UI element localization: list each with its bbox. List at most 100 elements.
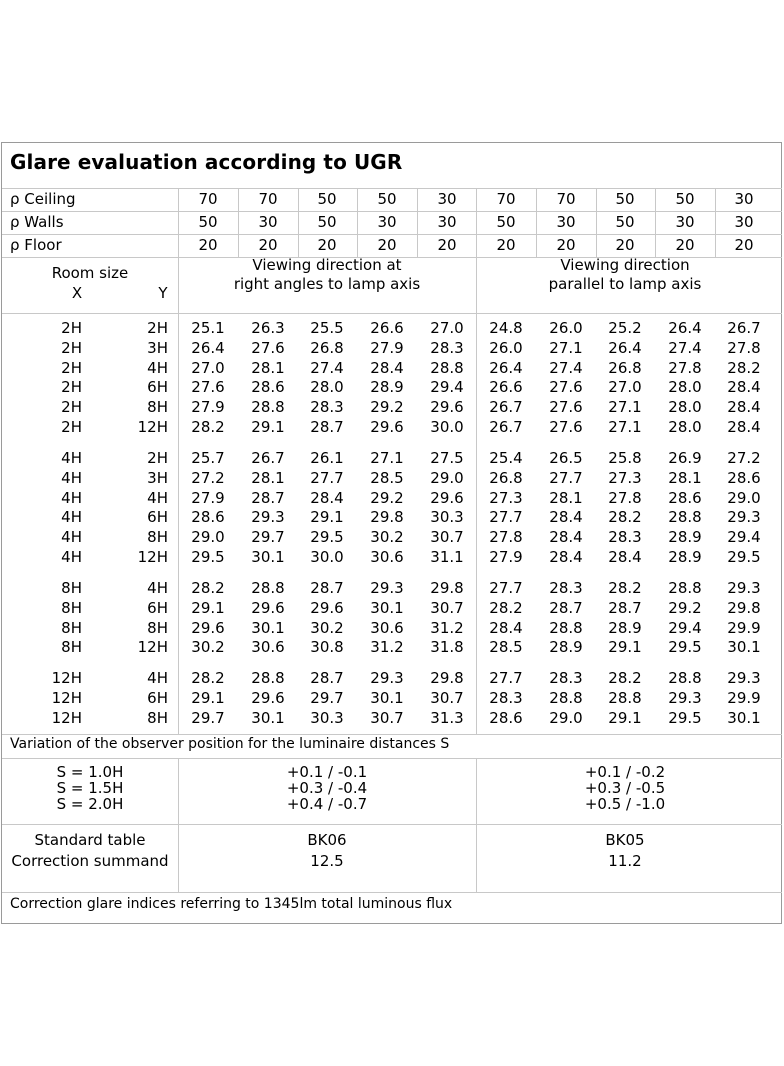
reflectance-value: 20 <box>258 236 278 254</box>
ugr-value: 28.8 <box>668 508 702 527</box>
ugr-value: 29.5 <box>191 548 225 566</box>
ugr-value: 27.6 <box>191 378 225 397</box>
ugr-value: 26.1 <box>310 449 344 467</box>
ugr-value: 28.2 <box>608 579 642 597</box>
ugr-value: 29.3 <box>727 508 761 527</box>
ugr-value: 27.4 <box>549 358 583 377</box>
ugr-value: 28.2 <box>191 669 225 687</box>
ugr-value: 28.4 <box>608 548 642 566</box>
room-y: 8H <box>147 708 168 727</box>
variation-parallel: +0.1 / -0.2 <box>584 763 666 781</box>
ugr-value: 29.3 <box>370 579 404 597</box>
ugr-value: 30.6 <box>251 638 285 657</box>
ugr-value: 29.8 <box>430 579 464 597</box>
ugr-value: 29.0 <box>430 468 464 487</box>
ugr-value: 27.1 <box>370 449 404 467</box>
ugr-value: 29.1 <box>608 638 642 657</box>
ugr-value: 29.8 <box>370 508 404 527</box>
ugr-value: 28.6 <box>727 468 761 487</box>
ugr-value: 26.5 <box>549 449 583 467</box>
reflectance-value: 50 <box>675 190 695 208</box>
ugr-value: 28.6 <box>489 708 523 727</box>
ugr-value: 29.4 <box>430 378 464 397</box>
divider <box>2 257 782 258</box>
ugr-value: 29.9 <box>727 688 761 707</box>
divider <box>2 824 782 825</box>
room-x: 4H <box>61 528 82 547</box>
room-x-label: X <box>71 284 83 302</box>
ugr-value: 27.1 <box>608 418 642 436</box>
ugr-value: 29.3 <box>370 669 404 687</box>
ugr-value: 28.8 <box>549 618 583 637</box>
reflectance-value: 50 <box>198 213 218 231</box>
ugr-value: 28.6 <box>191 508 225 527</box>
ugr-value: 26.6 <box>489 378 523 397</box>
ugr-value: 28.4 <box>489 618 523 637</box>
ugr-value: 28.6 <box>251 378 285 397</box>
ugr-value: 26.9 <box>668 449 702 467</box>
ugr-value: 28.0 <box>668 418 702 436</box>
ugr-value: 29.5 <box>727 548 761 566</box>
ugr-value: 28.8 <box>668 669 702 687</box>
ugr-value: 29.4 <box>668 618 702 637</box>
ugr-value: 29.3 <box>251 508 285 527</box>
ugr-value: 28.2 <box>191 579 225 597</box>
reflectance-value: 30 <box>734 213 754 231</box>
ugr-value: 29.6 <box>251 598 285 617</box>
reflectance-label: ρ Walls <box>10 213 64 231</box>
ugr-value: 27.8 <box>668 358 702 377</box>
reflectance-label: ρ Floor <box>10 236 62 254</box>
ugr-value: 27.7 <box>549 468 583 487</box>
divider <box>536 188 537 257</box>
ugr-value: 28.7 <box>310 418 344 436</box>
ugr-value: 25.8 <box>608 449 642 467</box>
divider <box>476 188 477 257</box>
ugr-value: 29.0 <box>191 528 225 547</box>
ugr-value: 28.3 <box>430 338 464 357</box>
reflectance-value: 30 <box>675 213 695 231</box>
divider <box>2 234 782 235</box>
room-y: 4H <box>147 358 168 377</box>
ugr-value: 27.6 <box>549 398 583 417</box>
room-size-label: Room size <box>51 264 129 282</box>
reflectance-value: 70 <box>556 190 576 208</box>
ugr-value: 30.2 <box>370 528 404 547</box>
correction-right-angles: 12.5 <box>310 852 344 870</box>
ugr-value: 29.1 <box>191 688 225 707</box>
page-title: Glare evaluation according to UGR <box>10 150 403 174</box>
ugr-value: 27.8 <box>727 338 761 357</box>
standard-table-label: Standard table <box>34 831 146 849</box>
correction-summand-label: Correction summand <box>11 852 169 870</box>
ugr-value: 29.3 <box>727 669 761 687</box>
ugr-value: 31.8 <box>430 638 464 657</box>
room-y: 12H <box>137 548 168 566</box>
ugr-value: 28.0 <box>668 398 702 417</box>
standard-table-parallel: BK05 <box>605 831 645 849</box>
ugr-value: 30.7 <box>430 688 464 707</box>
reflectance-value: 30 <box>437 213 457 231</box>
divider <box>476 257 477 734</box>
view-parallel-line2: parallel to lamp axis <box>548 275 702 293</box>
ugr-value: 27.1 <box>608 398 642 417</box>
ugr-value: 27.3 <box>608 468 642 487</box>
ugr-value: 31.2 <box>430 618 464 637</box>
ugr-value: 28.0 <box>668 378 702 397</box>
ugr-value: 28.4 <box>727 378 761 397</box>
room-y: 8H <box>147 618 168 637</box>
reflectance-value: 20 <box>615 236 635 254</box>
ugr-value: 26.7 <box>251 449 285 467</box>
room-x: 2H <box>61 398 82 417</box>
divider <box>2 758 782 759</box>
ugr-value: 27.8 <box>489 528 523 547</box>
ugr-value: 29.1 <box>251 418 285 436</box>
room-y: 12H <box>137 638 168 657</box>
ugr-value: 27.7 <box>489 508 523 527</box>
ugr-value: 29.6 <box>251 688 285 707</box>
room-x: 12H <box>51 669 82 687</box>
ugr-value: 28.7 <box>310 669 344 687</box>
room-y: 4H <box>147 579 168 597</box>
ugr-value: 26.4 <box>608 338 642 357</box>
ugr-value: 29.5 <box>668 638 702 657</box>
reflectance-value: 20 <box>496 236 516 254</box>
ugr-value: 29.5 <box>668 708 702 727</box>
